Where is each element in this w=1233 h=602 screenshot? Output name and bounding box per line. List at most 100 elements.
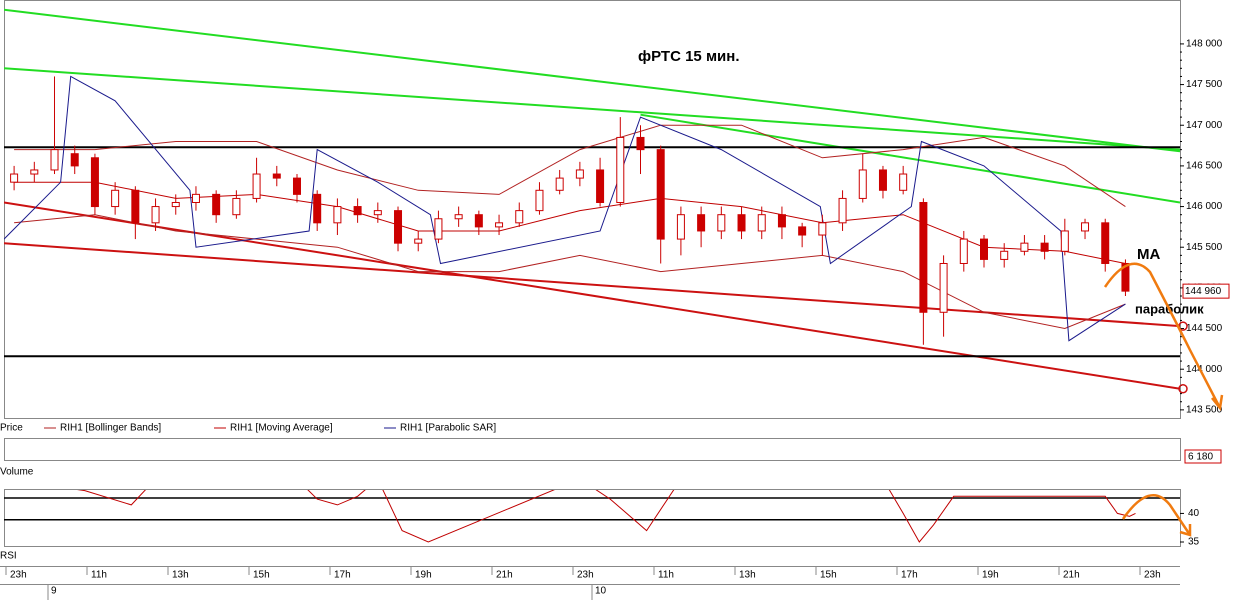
candle-body: [30, 169, 39, 175]
candle-body: [919, 201, 928, 313]
panel-label: RSI: [0, 551, 17, 562]
indicator-line: [14, 124, 1126, 208]
y-tick-label: 144 000: [1186, 364, 1223, 375]
y-tick-label: 146 000: [1186, 201, 1223, 212]
candle-body: [939, 262, 948, 313]
candle-body: [596, 169, 605, 203]
candle-body: [313, 193, 322, 224]
time-label: 23h: [1144, 570, 1161, 581]
candle-body: [1000, 250, 1009, 260]
legend-entry: Price: [0, 423, 23, 434]
candle-body: [495, 222, 504, 228]
candle-body: [50, 149, 59, 171]
time-label: 23h: [10, 570, 27, 581]
legend-entry: RIH1 [Moving Average]: [230, 423, 333, 434]
day-label: 10: [595, 586, 607, 597]
candle-body: [636, 136, 645, 151]
rsi-line: [77, 490, 1136, 543]
time-label: 19h: [982, 570, 999, 581]
candle-body: [878, 169, 887, 191]
candle-body: [454, 214, 463, 220]
candle-body: [798, 226, 807, 236]
y-tick-label: 147 500: [1186, 79, 1223, 90]
time-label: 13h: [739, 570, 756, 581]
candle-body: [697, 214, 706, 232]
candle-body: [272, 173, 281, 179]
time-label: 11h: [91, 570, 107, 581]
candle-body: [333, 206, 342, 224]
candle-body: [171, 201, 180, 208]
candle-body: [535, 189, 544, 212]
trend-line: [4, 67, 1180, 151]
candle-body: [1040, 242, 1049, 252]
candle-body: [111, 189, 120, 208]
candle-body: [555, 177, 564, 191]
candle-body: [414, 238, 423, 244]
indicator-line: [4, 75, 1126, 342]
candle-body: [90, 157, 99, 208]
indicator-line: [14, 181, 1126, 264]
candle-body: [353, 206, 362, 216]
rsi-panel: [4, 490, 1180, 543]
legend-entry: RIH1 [Bollinger Bands]: [60, 423, 161, 434]
y-tick-label: 144 500: [1186, 323, 1223, 334]
candle-body: [212, 193, 221, 216]
rsi-tick-label: 40: [1188, 508, 1200, 519]
frames: [0, 0, 1181, 585]
last-price: 144 960: [1185, 286, 1222, 297]
candle-body: [858, 169, 867, 199]
time-label: 11h: [658, 570, 674, 581]
candle-body: [737, 214, 746, 232]
y-tick-label: 146 500: [1186, 161, 1223, 172]
candle-body: [252, 173, 261, 199]
legend-entry: RIH1 [Parabolic SAR]: [400, 423, 496, 434]
day-label: 9: [51, 586, 57, 597]
y-tick-label: 148 000: [1186, 39, 1223, 50]
candle-body: [1081, 222, 1090, 232]
candle-body: [818, 222, 827, 236]
panel-label: Volume: [0, 467, 34, 478]
volume-last-box: [1184, 449, 1222, 464]
time-label: 21h: [1063, 570, 1080, 581]
time-label: 17h: [901, 570, 918, 581]
candle-body: [717, 214, 726, 232]
y-tick-label: 147 000: [1186, 120, 1223, 131]
time-label: 13h: [172, 570, 189, 581]
time-label: 23h: [577, 570, 594, 581]
time-label: 21h: [496, 570, 513, 581]
rsi-tick-label: 35: [1188, 537, 1200, 548]
candle-body: [131, 189, 140, 224]
indicator-line: [14, 214, 1126, 330]
y-tick-label: 145 500: [1186, 242, 1223, 253]
candle-body: [777, 214, 786, 228]
trend-line: [640, 113, 1180, 204]
forecast-arrows: [1103, 262, 1224, 537]
candle-body: [616, 136, 625, 203]
candle-body: [899, 173, 908, 191]
time-label: 15h: [253, 570, 270, 581]
candle-body: [1101, 222, 1110, 264]
y-tick-label: 143 500: [1186, 405, 1223, 416]
time-label: 15h: [820, 570, 837, 581]
candle-body: [394, 210, 403, 244]
chart-title: фРТС 15 мин.: [638, 48, 740, 65]
candle-body: [980, 238, 988, 260]
candle-body: [656, 149, 665, 240]
time-label: 19h: [415, 570, 432, 581]
trend-line: [4, 8, 1180, 153]
time-label: 17h: [334, 570, 351, 581]
price-panel: [4, 8, 1180, 390]
candle-body: [434, 218, 443, 240]
candle-body: [676, 214, 685, 240]
candle-body: [575, 169, 584, 179]
candle-body: [474, 214, 483, 228]
volume-last: 6 180: [1188, 452, 1213, 463]
candle-body: [959, 238, 968, 264]
candle-body: [757, 214, 766, 232]
line-end-marker: [1178, 383, 1188, 394]
candle-body: [10, 173, 19, 183]
candle-body: [232, 197, 241, 216]
